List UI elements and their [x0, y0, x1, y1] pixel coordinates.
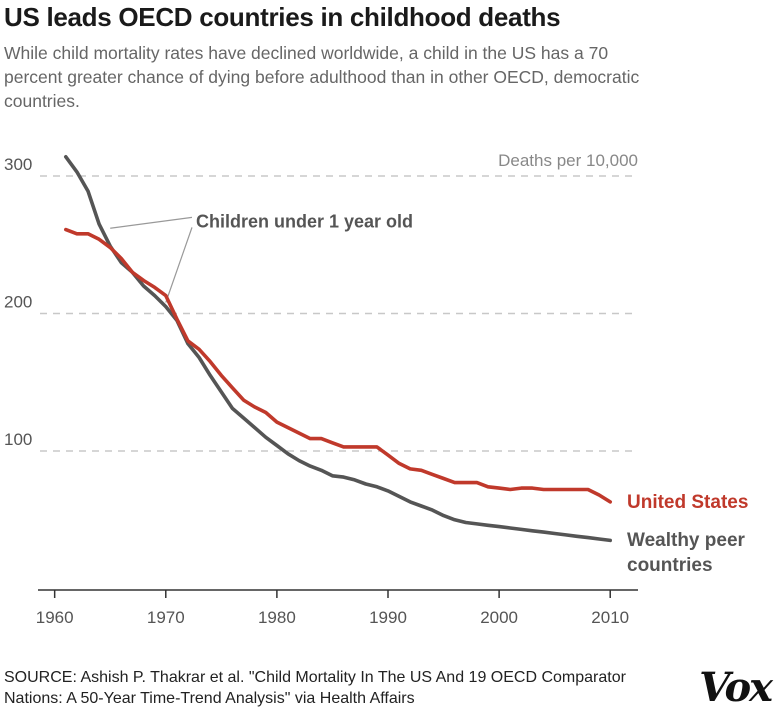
- series-label: Wealthy peer: [627, 530, 746, 551]
- y-tick-label: 300: [4, 155, 32, 174]
- source-note: SOURCE: Ashish P. Thakrar et al. "Child …: [4, 669, 626, 707]
- series-line-wealthy-peer-countries: [64, 155, 613, 543]
- series-layer: [64, 155, 613, 543]
- series-label: United States: [627, 492, 748, 513]
- y-axis-label: Deaths per 10,000: [498, 151, 638, 170]
- chart-subtitle: While child mortality rates have decline…: [4, 43, 640, 111]
- vox-logo: Vox: [699, 664, 773, 711]
- grid-layer: [40, 175, 638, 452]
- x-tick-label: 1980: [258, 608, 296, 627]
- chart-title: US leads OECD countries in childhood dea…: [4, 2, 561, 32]
- x-axis: 1960 1970 1980 1990 2000 2010: [36, 589, 638, 627]
- series-labels: United States Wealthy peer countries: [627, 492, 748, 576]
- x-tick-label: 1990: [369, 608, 407, 627]
- series-line-united-states: [64, 227, 613, 504]
- y-tick-label: 200: [4, 293, 32, 312]
- annotation-text: Children under 1 year old: [196, 211, 413, 231]
- series-label: countries: [627, 555, 713, 576]
- x-tick-label: 2000: [480, 608, 518, 627]
- annotation-leader: [110, 216, 193, 229]
- annotation: Children under 1 year old: [110, 211, 413, 303]
- x-tick-label: 1970: [147, 608, 185, 627]
- y-axis: 100 200 300: [4, 155, 32, 449]
- y-tick-label: 100: [4, 430, 32, 449]
- x-tick-label: 2010: [591, 608, 629, 627]
- x-tick-label: 1960: [36, 608, 74, 627]
- annotation-leader: [165, 227, 193, 303]
